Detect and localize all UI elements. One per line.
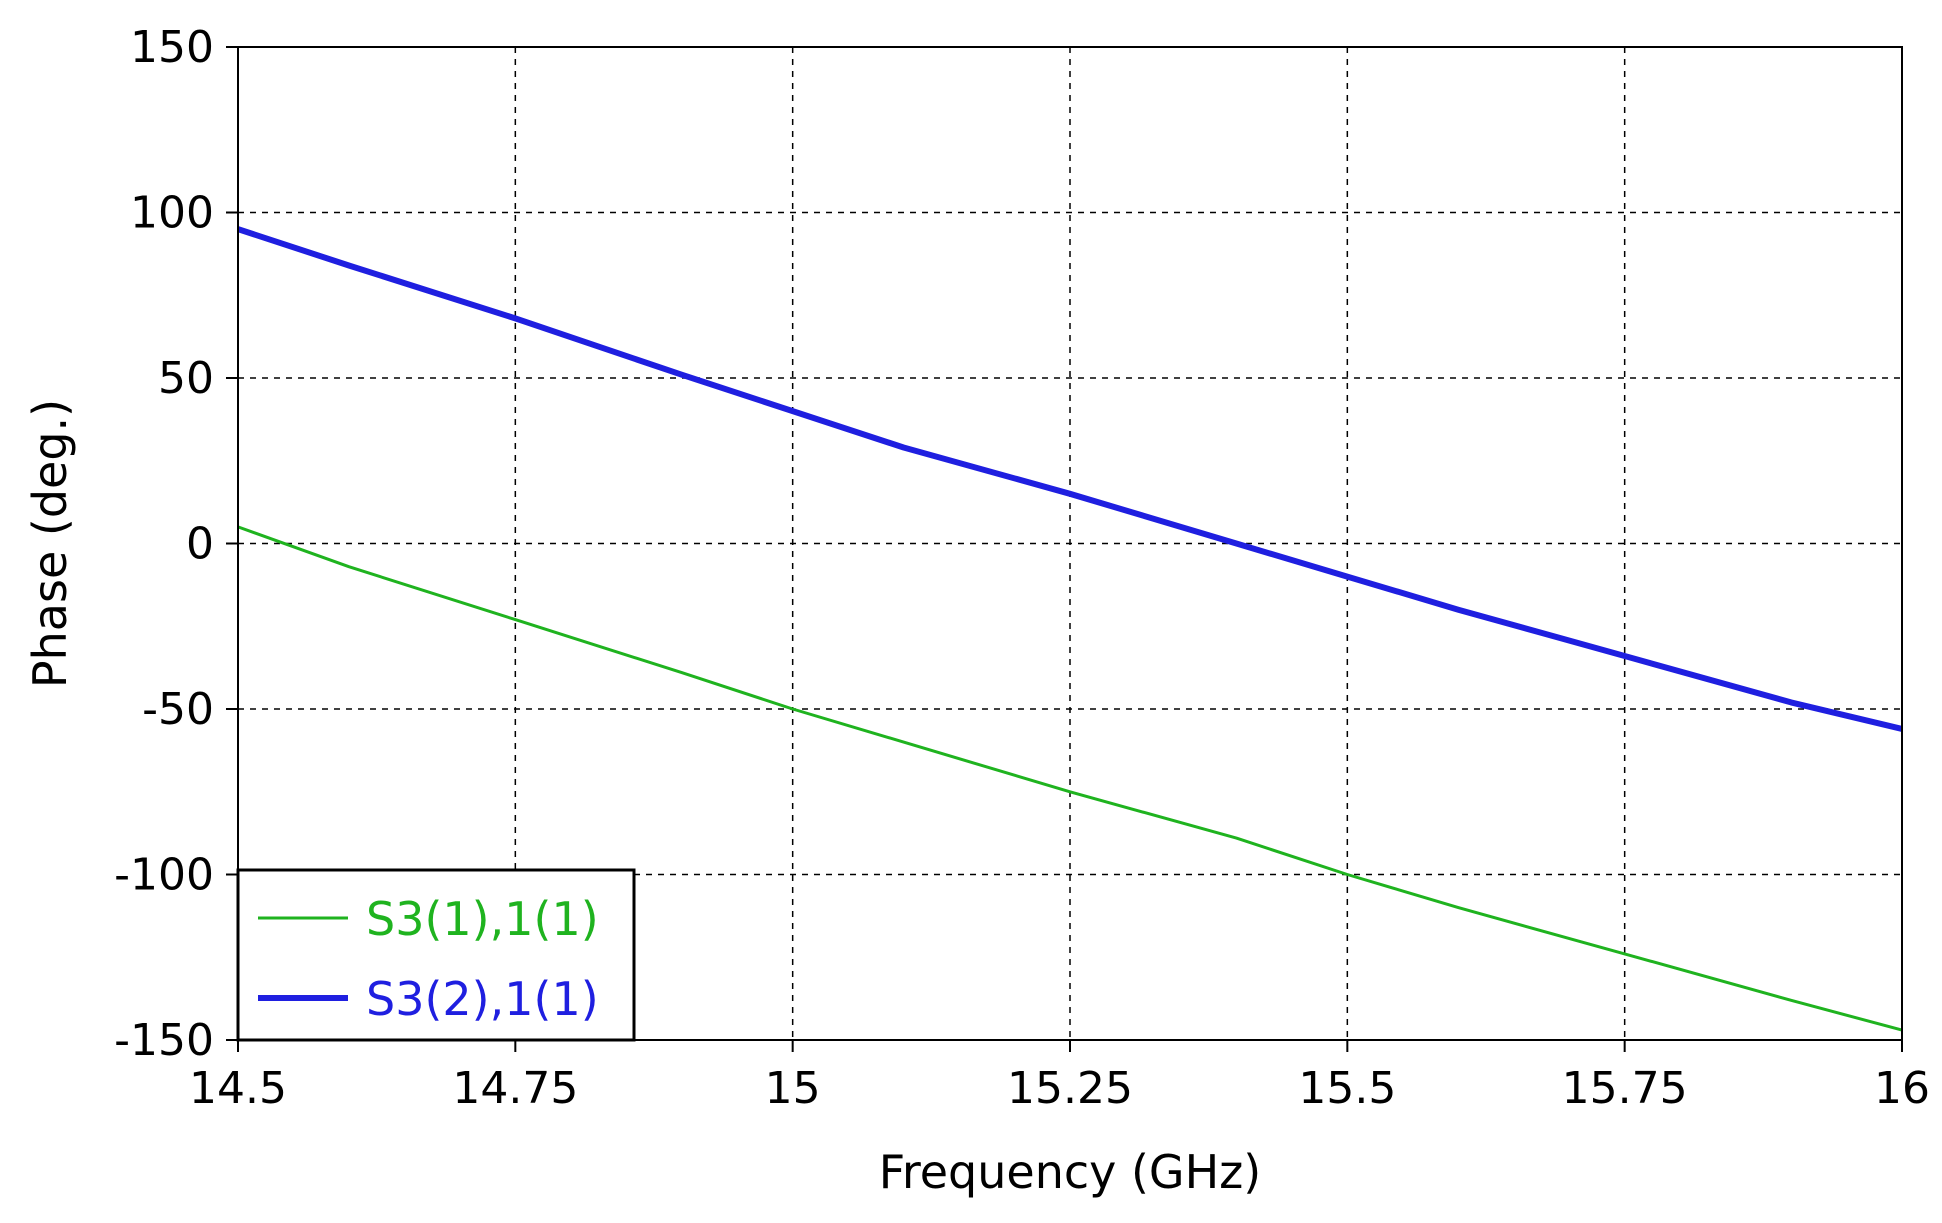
x-axis-title: Frequency (GHz) <box>879 1145 1262 1199</box>
y-axis-tick-labels: 150 100 50 0 -50 -100 -150 <box>114 22 214 1066</box>
y-tick-label: 50 <box>158 353 214 404</box>
x-tick-label: 15.25 <box>1007 1063 1133 1114</box>
y-tick-label: 150 <box>130 22 214 73</box>
y-tick-label: -150 <box>114 1015 214 1066</box>
series-line-1 <box>237 525 1903 1032</box>
x-tick-label: 15.75 <box>1562 1063 1688 1114</box>
axis-ticks <box>226 46 1903 1052</box>
x-tick-label: 16 <box>1874 1063 1930 1114</box>
x-axis-tick-labels: 14.5 14.75 15 15.25 15.5 15.75 16 <box>189 1063 1930 1114</box>
x-tick-label: 15.5 <box>1298 1063 1396 1114</box>
legend-entry-label: S3(1),1(1) <box>366 892 599 946</box>
y-axis-title: Phase (deg.) <box>23 399 77 688</box>
y-tick-label: -50 <box>142 684 214 735</box>
series-layer <box>237 226 1903 1032</box>
grid <box>238 47 1902 1040</box>
x-tick-label: 15 <box>765 1063 821 1114</box>
series-line-2 <box>237 226 1903 732</box>
y-tick-label: 0 <box>186 519 214 570</box>
legend-entry-label: S3(2),1(1) <box>366 972 599 1026</box>
x-tick-label: 14.5 <box>189 1063 287 1114</box>
legend: S3(1),1(1) S3(2),1(1) <box>236 868 636 1042</box>
legend-box <box>236 868 636 1042</box>
y-tick-label: 100 <box>130 188 214 239</box>
x-tick-label: 14.75 <box>452 1063 578 1114</box>
y-tick-label: -100 <box>114 850 214 901</box>
